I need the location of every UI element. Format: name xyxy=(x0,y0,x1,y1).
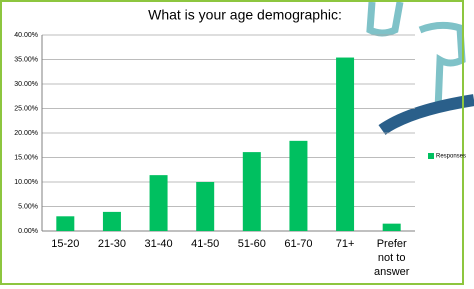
x-tick-label: 71+ xyxy=(322,237,368,251)
y-tick-label: 5.00% xyxy=(18,203,38,210)
y-tick-label: 0.00% xyxy=(18,228,38,235)
legend-swatch xyxy=(428,153,434,159)
page: What is your age demographic: 0.00% 5.00%… xyxy=(0,0,474,289)
bar xyxy=(56,216,74,231)
bar xyxy=(150,175,168,231)
logo-decoration xyxy=(370,2,474,130)
bar xyxy=(336,58,354,231)
x-tick-label: Prefer not to answer xyxy=(369,237,415,279)
legend-label: Responses xyxy=(436,154,466,160)
bar xyxy=(243,152,261,231)
y-tick-label: 20.00% xyxy=(14,130,38,137)
y-tick-label: 25.00% xyxy=(14,105,38,112)
x-tick-label: 61-70 xyxy=(275,237,321,251)
y-tick-label: 30.00% xyxy=(14,81,38,88)
y-tick-label: 35.00% xyxy=(14,56,38,63)
x-tick-label: 31-40 xyxy=(136,237,182,251)
chart-title: What is your age demographic: xyxy=(148,7,342,23)
bar xyxy=(196,182,214,231)
x-tick-label: 41-50 xyxy=(182,237,228,251)
y-tick-label: 40.00% xyxy=(14,32,38,39)
x-tick-label: 21-30 xyxy=(89,237,135,251)
y-tick-label: 10.00% xyxy=(14,179,38,186)
x-tick-label: 15-20 xyxy=(42,237,88,251)
bar xyxy=(289,141,307,231)
bar xyxy=(103,212,121,231)
x-tick-label: 51-60 xyxy=(229,237,275,251)
y-tick-label: 15.00% xyxy=(14,154,38,161)
bar xyxy=(383,224,401,231)
